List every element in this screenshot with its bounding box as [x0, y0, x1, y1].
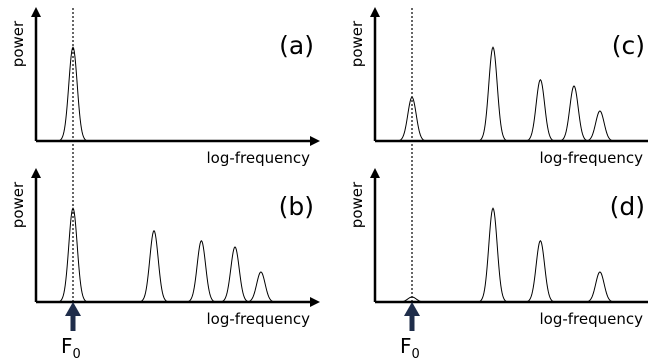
y-axis-label: power — [9, 181, 27, 228]
spectral-peak-2 — [480, 47, 506, 140]
x-axis-label: log-frequency — [539, 310, 643, 328]
spectral-peak-1 — [399, 97, 425, 140]
panel-c: power log-frequency (c) — [348, 12, 648, 167]
spectral-peak-4 — [561, 86, 587, 141]
spectral-peak-4 — [222, 247, 248, 302]
panel-label: (d) — [610, 192, 645, 221]
f0-label-left: F0 — [61, 334, 81, 360]
spectral-peak-3 — [527, 80, 553, 141]
panel-d: power log-frequency (d) — [348, 173, 648, 328]
spectral-peak-5 — [248, 272, 274, 302]
spectral-peak-3 — [527, 241, 553, 302]
peak-group — [399, 47, 613, 141]
y-axis-label: power — [348, 181, 366, 228]
spectral-peak-2 — [480, 208, 506, 301]
spectral-peak-1 — [60, 208, 86, 301]
f0-arrow-left — [65, 302, 81, 331]
peak-group — [399, 208, 613, 302]
f0-label-letter: F — [61, 334, 73, 358]
x-axis-label: log-frequency — [206, 310, 310, 328]
panel-b: power log-frequency (b) — [9, 173, 315, 328]
spectral-peak-3 — [188, 241, 214, 302]
panel-label: (b) — [279, 192, 314, 221]
x-axis-label: log-frequency — [539, 149, 643, 167]
f0-label-letter: F — [400, 334, 412, 358]
f0-label-right: F0 — [400, 334, 420, 360]
spectral-peak-5 — [587, 111, 613, 141]
peak-group — [60, 208, 274, 302]
spectral-peak-4 — [587, 272, 613, 302]
y-axis-label: power — [9, 20, 27, 67]
y-axis-label: power — [348, 20, 366, 67]
panel-label: (a) — [279, 31, 314, 60]
x-axis-label: log-frequency — [206, 149, 310, 167]
panel-a: power log-frequency (a) — [9, 12, 315, 167]
spectral-peak-2 — [141, 231, 167, 302]
f0-label-subscript: 0 — [73, 347, 81, 360]
panel-label: (c) — [612, 31, 645, 60]
f0-label-subscript: 0 — [412, 347, 420, 360]
f0-arrow-right — [404, 302, 420, 331]
